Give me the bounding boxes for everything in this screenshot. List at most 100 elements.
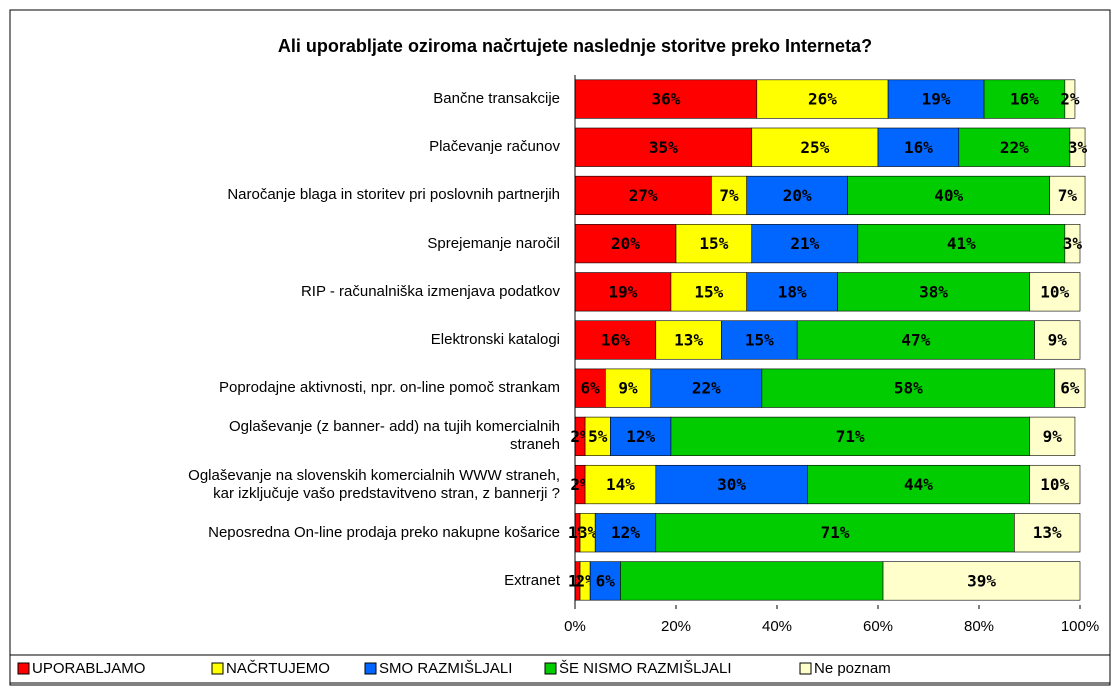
legend-swatch [544, 662, 557, 675]
bar-segment [746, 175, 849, 216]
bar-segment [1069, 127, 1086, 167]
category-label: Neposredna On-line prodaja preko nakupne… [208, 523, 560, 541]
bar-segment [1064, 79, 1076, 119]
data-label: 13% [1033, 523, 1062, 542]
legend-swatch [799, 662, 812, 675]
data-label: 25% [800, 138, 829, 157]
bar-segment [584, 464, 657, 505]
bar-segment [655, 320, 722, 360]
bar-segment [650, 368, 763, 408]
bar-segment [887, 79, 985, 119]
bar-segment [670, 416, 1030, 456]
bar-segment [751, 127, 879, 167]
bar-segment [761, 368, 1056, 408]
bar-segment [958, 127, 1071, 167]
data-label: 22% [692, 379, 721, 398]
bar-segment [1049, 175, 1086, 216]
bar-segment [711, 175, 747, 216]
data-label: 7% [1058, 186, 1078, 205]
legend-label: UPORABLJAMO [32, 660, 145, 677]
data-label: 6% [1060, 379, 1080, 398]
data-label: 58% [894, 379, 923, 398]
data-label: 19% [609, 282, 638, 301]
bar-segment [806, 464, 1030, 505]
data-label: 14% [606, 475, 635, 494]
data-label: 3% [1068, 138, 1088, 157]
data-label: 20% [783, 186, 812, 205]
category-label: Oglaševanje na slovenskih komercialnih W… [188, 466, 560, 502]
data-label: 71% [821, 523, 850, 542]
bar-segment [857, 224, 1066, 264]
data-label: 44% [904, 475, 933, 494]
data-label: 16% [1010, 90, 1039, 109]
data-label: 22% [1000, 138, 1029, 157]
data-label: 16% [904, 138, 933, 157]
data-label: 12% [611, 523, 640, 542]
bar-segment [1054, 368, 1086, 408]
data-label: 20% [611, 234, 640, 253]
legend-swatch [17, 662, 30, 675]
bar-segment [655, 464, 808, 505]
bar-segment [1064, 224, 1081, 264]
bar-segment [589, 561, 621, 601]
category-label: RIP - računalniška izmenjava podatkov [300, 282, 560, 300]
data-label: 71% [836, 427, 865, 446]
bar-segment [574, 224, 677, 264]
bar-segment [796, 320, 1035, 360]
data-label: 18% [778, 282, 807, 301]
data-label: 9% [618, 379, 638, 398]
legend-label: ŠE NISMO RAZMIŠLJALI [559, 660, 732, 677]
x-tick-label: 100% [1061, 618, 1099, 635]
category-label: Extranet [504, 571, 560, 589]
category-label: Plačevanje računov [429, 138, 560, 156]
category-label: Poprodajne aktivnosti, npr. on-line pomo… [218, 379, 560, 397]
bar-segment [574, 79, 758, 119]
bar-segment [574, 320, 657, 360]
bar-segment [1014, 513, 1081, 553]
bar-segment [756, 79, 889, 119]
data-label: 36% [651, 90, 680, 109]
bar-segment [882, 561, 1081, 601]
bar-segment [604, 368, 652, 408]
bar-segment [655, 513, 1015, 553]
bar-segment [983, 79, 1066, 119]
bar-segment [721, 320, 798, 360]
data-label: 5% [588, 427, 608, 446]
legend-swatch [211, 662, 224, 675]
bar-segment [1029, 416, 1076, 456]
data-label: 47% [901, 331, 930, 350]
bar-segment [1029, 272, 1081, 312]
x-tick-label: 20% [661, 618, 691, 635]
data-label: 3% [578, 523, 598, 542]
bar-segment [746, 272, 838, 312]
legend-label: NAČRTUJEMO [226, 660, 330, 677]
bar-segment [751, 224, 859, 264]
category-label: Bančne transakcije [433, 90, 560, 108]
x-tick-label: 60% [863, 618, 893, 635]
data-label: 19% [922, 90, 951, 109]
bar-segment [594, 513, 657, 553]
x-tick-label: 80% [964, 618, 994, 635]
bar-segment [1034, 320, 1081, 360]
bar-segment [574, 175, 712, 216]
data-label: 9% [1048, 331, 1068, 350]
legend-label: Ne poznam [814, 660, 891, 677]
data-label: 26% [808, 90, 837, 109]
bar-segment [877, 127, 960, 167]
data-label: 10% [1040, 475, 1069, 494]
x-tick-label: 0% [564, 618, 586, 635]
bar-segment [675, 224, 753, 264]
data-label: 6% [596, 571, 616, 590]
data-label: 6% [581, 379, 601, 398]
data-label: 10% [1040, 282, 1069, 301]
data-label: 15% [694, 282, 723, 301]
data-label: 41% [947, 234, 976, 253]
data-label: 7% [719, 186, 739, 205]
category-label: Sprejemanje naročil [427, 234, 560, 252]
data-label: 35% [649, 138, 678, 157]
bar-segment [1029, 464, 1081, 505]
bar-segment [620, 561, 884, 601]
category-label: Elektronski katalogi [430, 331, 560, 348]
